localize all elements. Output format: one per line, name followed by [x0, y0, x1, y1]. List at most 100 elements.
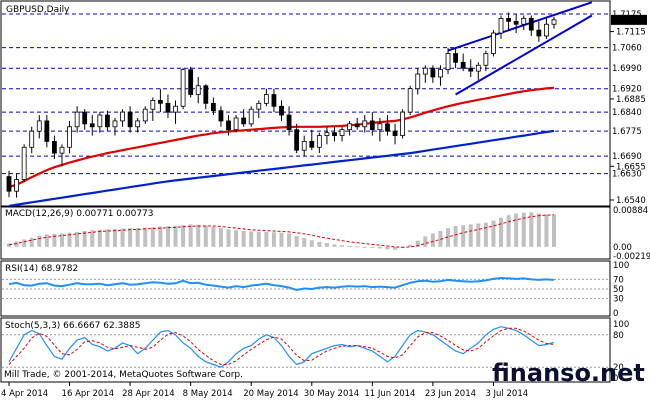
- candle-body-bull: [135, 120, 141, 128]
- candle: [294, 123, 300, 154]
- macd-bar: [430, 233, 435, 247]
- candle: [218, 106, 224, 127]
- candle-body-bear: [460, 61, 466, 69]
- candle: [105, 110, 110, 132]
- candle-body-bull: [301, 141, 307, 151]
- candle: [180, 68, 186, 110]
- trend-channel: [447, 1, 593, 96]
- candle: [21, 144, 27, 183]
- candle: [112, 117, 118, 136]
- candle: [279, 100, 284, 121]
- macd-bar: [514, 213, 519, 247]
- macd-bar: [521, 212, 526, 247]
- macd-bar: [241, 231, 246, 247]
- time-tick-label: 8 May 2014: [183, 389, 233, 399]
- macd-bar: [218, 228, 223, 247]
- candle: [14, 173, 19, 198]
- candle: [392, 123, 398, 145]
- macd-bar: [529, 212, 534, 247]
- price-tick-label: 1.6540: [616, 196, 646, 206]
- macd-bar: [29, 237, 34, 247]
- rsi-tick-label: 100: [613, 261, 629, 271]
- candle: [551, 16, 557, 29]
- macd-bar: [203, 225, 208, 247]
- candle-body-bull: [521, 17, 527, 25]
- rsi-tick-label: 50: [613, 285, 624, 295]
- macd-bar: [120, 228, 125, 247]
- level-label: 1.6775: [612, 127, 642, 137]
- candle-body-bear: [82, 111, 88, 125]
- macd-bar: [112, 228, 117, 247]
- candle: [324, 126, 330, 145]
- candle-body-bear: [506, 17, 511, 22]
- macd-bar: [165, 226, 170, 247]
- level-label: 1.6990: [612, 64, 642, 74]
- candle-body-bull: [475, 64, 481, 72]
- price-levels: 1.71751.70601.69901.69201.68401.67751.66…: [2, 10, 642, 180]
- candles: [6, 12, 557, 198]
- candle: [438, 65, 443, 86]
- candle: [36, 115, 42, 139]
- rsi-tick-label: 30: [613, 295, 624, 305]
- macd-bar: [188, 224, 193, 247]
- candle: [195, 76, 201, 104]
- candle-body-bull: [339, 129, 345, 136]
- candle-body-bull: [415, 73, 421, 90]
- candle: [460, 53, 466, 72]
- candle: [142, 106, 148, 124]
- candle: [52, 135, 57, 159]
- candle-body-bear: [536, 29, 542, 37]
- candle: [453, 47, 458, 69]
- candle-body-bear: [105, 114, 110, 128]
- macd-bar: [264, 231, 269, 247]
- macd-bar: [324, 243, 329, 247]
- candle-body-bear: [453, 53, 458, 63]
- stoch-tick-label: 20: [613, 363, 624, 373]
- candle: [445, 47, 451, 75]
- candle-body-bull: [256, 102, 262, 110]
- candle: [468, 59, 474, 77]
- watermark-logo: finanso.net: [492, 359, 645, 387]
- candle-body-bear: [241, 117, 247, 125]
- stoch-signal-line: [8, 327, 555, 365]
- macd-bar: [370, 246, 375, 248]
- candle: [354, 117, 360, 130]
- rsi-tick-label: 70: [613, 275, 624, 285]
- macd-bar: [226, 229, 231, 247]
- candle: [248, 106, 254, 127]
- current-price-tag: [611, 14, 647, 25]
- macd-bar: [362, 246, 367, 248]
- candle: [188, 66, 194, 98]
- candle-body-bull: [150, 100, 156, 110]
- candle: [316, 132, 322, 154]
- macd-bar: [37, 236, 42, 247]
- candle: [97, 112, 103, 133]
- candle-body-bull: [233, 117, 239, 131]
- macd-bar: [143, 227, 148, 247]
- level-label: 1.7060: [612, 44, 642, 54]
- candle-body-bear: [44, 120, 50, 142]
- ma-slow-line: [8, 129, 555, 207]
- candle-body-bear: [226, 120, 231, 131]
- candle: [150, 97, 156, 121]
- time-tick-label: 23 Jun 2014: [425, 389, 476, 399]
- candle-body-bull: [120, 111, 125, 122]
- candle: [226, 115, 231, 136]
- macd-bar: [90, 230, 95, 247]
- time-tick-label: 20 May 2014: [243, 389, 298, 399]
- candle-body-bear: [203, 85, 209, 104]
- candle-body-bear: [89, 123, 95, 128]
- candle: [59, 144, 65, 167]
- candle-body-bear: [332, 132, 337, 136]
- candle-body-bear: [513, 20, 519, 25]
- macd-bar: [7, 243, 11, 247]
- stoch-tick-label: 100: [613, 320, 629, 330]
- macd-bar: [256, 231, 261, 247]
- candle-body-bear: [430, 67, 436, 78]
- candle-body-bear: [188, 69, 194, 95]
- macd-bar: [279, 232, 284, 247]
- macd-bar: [415, 240, 420, 247]
- candle-body-bull: [21, 146, 27, 180]
- candle-body-bull: [362, 120, 368, 128]
